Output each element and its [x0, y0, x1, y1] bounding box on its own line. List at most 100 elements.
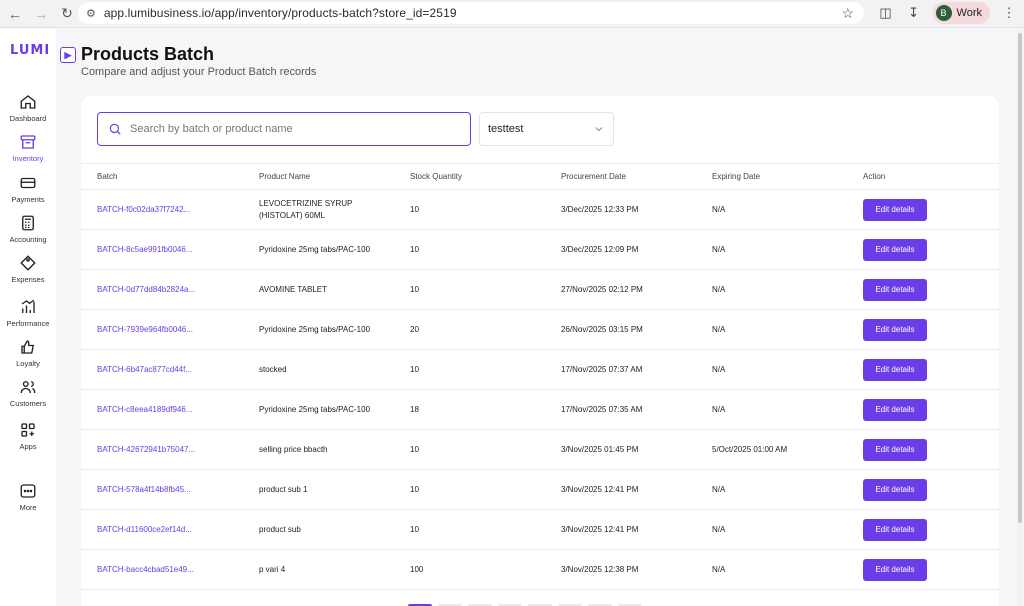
stock-quantity: 100 — [410, 564, 424, 574]
sidebar-item-performance[interactable]: Performance — [0, 298, 56, 328]
sidebar-item-customers[interactable]: Customers — [0, 378, 56, 408]
calculator-icon — [22, 215, 34, 231]
chart-icon — [21, 299, 35, 313]
action-cell: Edit details — [863, 198, 973, 221]
procurement-date: 26/Nov/2025 03:15 PM — [561, 324, 643, 334]
batch-link[interactable]: BATCH-7939e964fb0046... — [97, 325, 193, 334]
action-cell: Edit details — [863, 438, 973, 461]
page-button[interactable] — [498, 604, 522, 606]
edit-details-button[interactable]: Edit details — [863, 278, 927, 301]
page-button[interactable] — [438, 604, 462, 606]
bookmark-star-icon[interactable]: ☆ — [841, 4, 854, 21]
batch-link[interactable]: BATCH-8c5ae991fb0046... — [97, 245, 193, 254]
sidebar-item-inventory[interactable]: Inventory — [0, 133, 56, 163]
expiring-date: N/A — [712, 324, 726, 334]
page-scrollbar[interactable] — [1017, 29, 1023, 606]
sidebar-toggle-button[interactable]: ▶ — [60, 47, 76, 63]
sidebar-item-payments[interactable]: Payments — [0, 174, 56, 204]
batch-link[interactable]: BATCH-578a4f14b8fb45... — [97, 485, 191, 494]
batch-link[interactable]: BATCH-f0c02da37f7242... — [97, 205, 191, 214]
sidebar-item-label: Accounting — [9, 235, 47, 244]
table-row: BATCH-578a4f14b8fb45... product sub 1 10 3/… — [81, 470, 999, 510]
sidebar-item-label: Inventory — [12, 154, 44, 163]
pagination[interactable] — [408, 604, 642, 606]
edit-details-button[interactable]: Edit details — [863, 398, 927, 421]
edit-details-button[interactable]: Edit details — [863, 358, 927, 381]
search-input[interactable] — [130, 123, 450, 135]
product-name: selling price bbacth — [259, 444, 328, 454]
page-button[interactable] — [618, 604, 642, 606]
edit-details-button[interactable]: Edit details — [863, 238, 927, 261]
logo[interactable]: LUMI — [10, 43, 51, 58]
site-settings-icon[interactable]: ⚙ — [86, 7, 96, 20]
forward-icon[interactable]: → — [34, 5, 48, 22]
tag-icon — [20, 255, 36, 271]
edit-details-button[interactable]: Edit details — [863, 438, 927, 461]
table-row: BATCH-0d77dd84b2824a... AVOMINE TABLET 10 2… — [81, 270, 999, 310]
edit-details-button[interactable]: Edit details — [863, 318, 927, 341]
procurement-date: 3/Nov/2025 12:41 PM — [561, 484, 639, 494]
store-select[interactable]: testtest — [479, 112, 614, 146]
reload-icon[interactable]: ↻ — [61, 5, 73, 21]
stock-quantity: 10 — [410, 444, 419, 454]
page-button[interactable] — [558, 604, 582, 606]
expiring-date: N/A — [712, 364, 726, 374]
page-button[interactable] — [468, 604, 492, 606]
column-header-action: Action — [863, 172, 886, 181]
product-name: AVOMINE TABLET — [259, 284, 328, 294]
batch-link[interactable]: BATCH-bacc4cbad51e49... — [97, 565, 194, 574]
page-button[interactable] — [408, 604, 432, 606]
sidebar-item-loyalty[interactable]: Loyalty — [0, 338, 56, 368]
action-cell: Edit details — [863, 318, 973, 341]
address-bar[interactable]: ⚙ app.lumibusiness.io/app/inventory/prod… — [78, 2, 864, 24]
batch-link[interactable]: BATCH-42672941b75047... — [97, 445, 196, 454]
more-icon — [20, 484, 36, 498]
edit-details-button[interactable]: Edit details — [863, 198, 927, 221]
sidebar-item-dashboard[interactable]: Dashboard — [0, 93, 56, 123]
table-row: BATCH-7939e964fb0046... Pyridoxine 25mg t… — [81, 310, 999, 350]
edit-details-button[interactable]: Edit details — [863, 518, 927, 541]
table-row: BATCH-d11600ce2ef14d... product sub 10 3/No… — [81, 510, 999, 550]
procurement-date: 27/Nov/2025 02:12 PM — [561, 284, 643, 294]
product-name: Pyridoxine 25mg tabs/PAC-100 — [259, 244, 371, 254]
table-row: BATCH-bacc4cbad51e49... p vari 4 100 3/Nov/… — [81, 550, 999, 590]
procurement-date: 3/Nov/2025 01:45 PM — [561, 444, 639, 454]
action-cell: Edit details — [863, 518, 973, 541]
batch-link[interactable]: BATCH-0d77dd84b2824a... — [97, 285, 196, 294]
download-icon[interactable]: ↧ — [908, 5, 919, 20]
store-select-value: testtest — [488, 123, 524, 135]
page-button[interactable] — [588, 604, 612, 606]
search-field[interactable] — [97, 112, 471, 146]
apps-icon — [21, 423, 35, 437]
expiring-date: N/A — [712, 564, 726, 574]
edit-details-button[interactable]: Edit details — [863, 558, 927, 581]
sidebar-item-expenses[interactable]: Expenses — [0, 254, 56, 284]
profile-name: Work — [956, 7, 982, 19]
expiring-date: N/A — [712, 484, 726, 494]
table-row: BATCH-8c5ae991fb0046... Pyridoxine 25mg t… — [81, 230, 999, 270]
search-icon — [109, 123, 121, 135]
sidebar-item-label: Expenses — [11, 275, 45, 284]
page-button[interactable] — [528, 604, 552, 606]
batch-link[interactable]: BATCH-d11600ce2ef14d... — [97, 525, 192, 534]
scrollbar-thumb[interactable] — [1018, 33, 1022, 523]
sidebar-item-label: Loyalty — [16, 359, 40, 368]
sidebar-item-more[interactable]: More — [0, 482, 56, 512]
product-name: LEVOCETRIZINE SYRUP (HISTOLAT) 60ML — [259, 198, 353, 220]
batch-link[interactable]: BATCH-6b47ac877cd44f... — [97, 365, 193, 374]
sidebar-item-apps[interactable]: Apps — [0, 421, 56, 451]
edit-details-button[interactable]: Edit details — [863, 478, 927, 501]
sidebar-item-accounting[interactable]: Accounting — [0, 214, 56, 244]
action-cell: Edit details — [863, 278, 973, 301]
expiring-date: N/A — [712, 404, 726, 414]
menu-kebab-icon[interactable]: ⋮ — [1002, 5, 1016, 20]
procurement-date: 3/Dec/2025 12:33 PM — [561, 204, 639, 214]
sidebar-item-label: Apps — [19, 442, 37, 451]
procurement-date: 3/Dec/2025 12:09 PM — [561, 244, 639, 254]
batch-link[interactable]: BATCH-c8eea4189df946... — [97, 405, 193, 414]
extensions-icon[interactable]: ◫ — [879, 5, 892, 20]
product-name: stocked — [259, 364, 287, 374]
profile-button[interactable]: B Work — [932, 2, 990, 24]
back-icon[interactable]: ← — [8, 5, 22, 22]
product-name: product sub 1 — [259, 484, 308, 494]
